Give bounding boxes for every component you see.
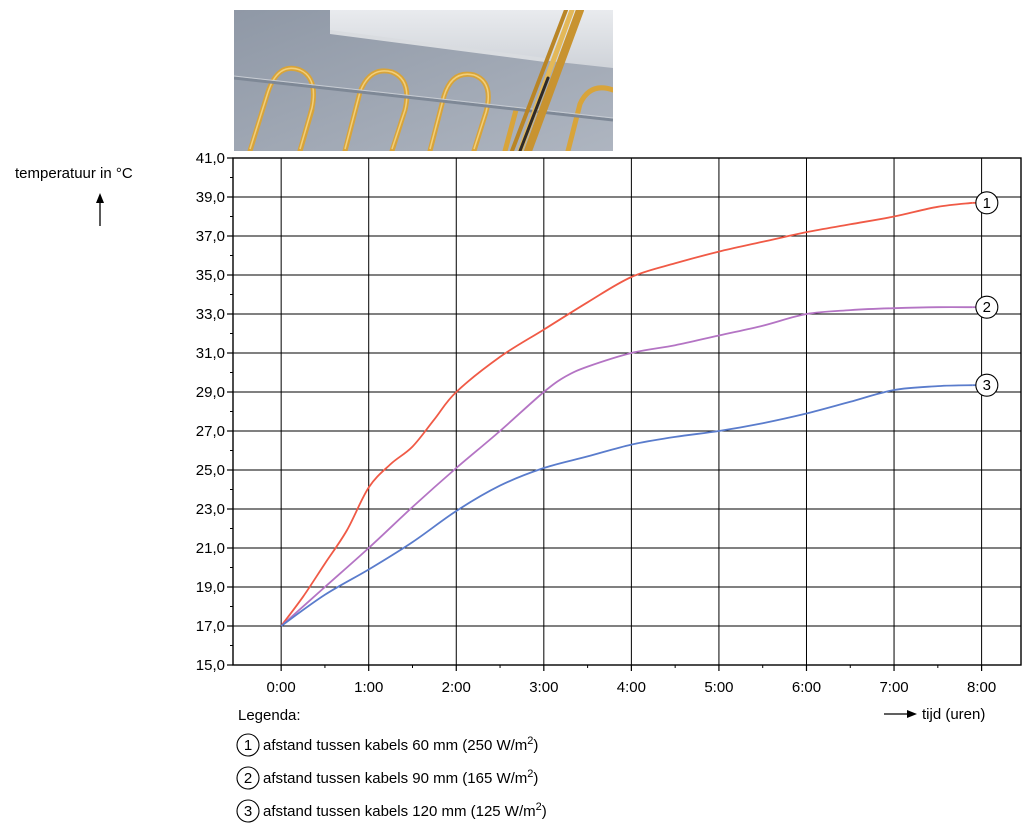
y-tick-label: 35,0 [196, 267, 225, 284]
x-tick-labels: 0:00 1:00 2:00 3:00 4:00 5:00 6:00 7:00 8:00 [267, 679, 997, 696]
series-marker-label-1: 1 [983, 195, 991, 212]
x-tick-label: 6:00 [792, 679, 821, 696]
series-markers: 1 2 3 [972, 191, 999, 397]
x-tick-label: 4:00 [617, 679, 646, 696]
legend-entry-3: afstand tussen kabels 120 mm (125 W/m2) [263, 801, 547, 820]
y-tick-label: 33,0 [196, 306, 225, 323]
y-tick-label: 29,0 [196, 384, 225, 401]
y-tick-label: 37,0 [196, 228, 225, 245]
y-tick-label: 17,0 [196, 618, 225, 635]
legend-marker-circle-2 [236, 766, 260, 790]
series-marker-circle-2 [975, 295, 999, 319]
y-tick-label: 19,0 [196, 579, 225, 596]
y-axis-arrow [96, 193, 104, 226]
y-tick-label: 39,0 [196, 189, 225, 206]
y-tick-label: 41,0 [196, 150, 225, 167]
x-axis-label: tijd (uren) [922, 706, 985, 723]
series-line-3 [280, 384, 973, 627]
y-tick-label: 31,0 [196, 345, 225, 362]
y-tick-label: 21,0 [196, 540, 225, 557]
plot-grid [227, 157, 1022, 671]
series-lines [280, 201, 973, 627]
y-tick-label: 23,0 [196, 501, 225, 518]
x-tick-label: 0:00 [267, 679, 296, 696]
y-tick-labels: 15,0 17,0 19,0 21,0 23,0 25,0 27,0 29,0 31,0 33,0… [196, 150, 225, 674]
series-marker-label-2: 2 [983, 299, 991, 316]
legend-marker-label-3: 3 [244, 803, 252, 820]
legend-entry-1: afstand tussen kabels 60 mm (250 W/m2) [263, 735, 538, 754]
x-tick-label: 1:00 [354, 679, 383, 696]
series-line-1 [280, 201, 973, 627]
x-tick-label: 2:00 [442, 679, 471, 696]
x-tick-label: 5:00 [704, 679, 733, 696]
y-tick-label: 27,0 [196, 423, 225, 440]
x-axis-arrow [884, 710, 917, 718]
y-tick-label: 25,0 [196, 462, 225, 479]
x-tick-label: 7:00 [879, 679, 908, 696]
y-tick-label: 15,0 [196, 657, 225, 674]
floor-heating-photo [234, 10, 613, 151]
series-line-2 [280, 306, 973, 627]
series-marker-circle-1 [975, 191, 999, 215]
series-marker-circle-3 [975, 373, 999, 397]
x-tick-label: 8:00 [967, 679, 996, 696]
x-tick-label: 3:00 [529, 679, 558, 696]
legend-title: Legenda: [238, 707, 301, 724]
legend-entry-2: afstand tussen kabels 90 mm (165 W/m2) [263, 768, 538, 787]
legend-marker-label-2: 2 [244, 770, 252, 787]
legend: 1 afstand tussen kabels 60 mm (250 W/m2) 2… [236, 733, 547, 823]
series-marker-label-3: 3 [983, 377, 991, 394]
legend-marker-circle-3 [236, 799, 260, 823]
y-axis-label: temperatuur in °C [15, 165, 133, 182]
legend-marker-circle-1 [236, 733, 260, 757]
legend-marker-label-1: 1 [244, 737, 252, 754]
plot-frame [232, 157, 1022, 666]
